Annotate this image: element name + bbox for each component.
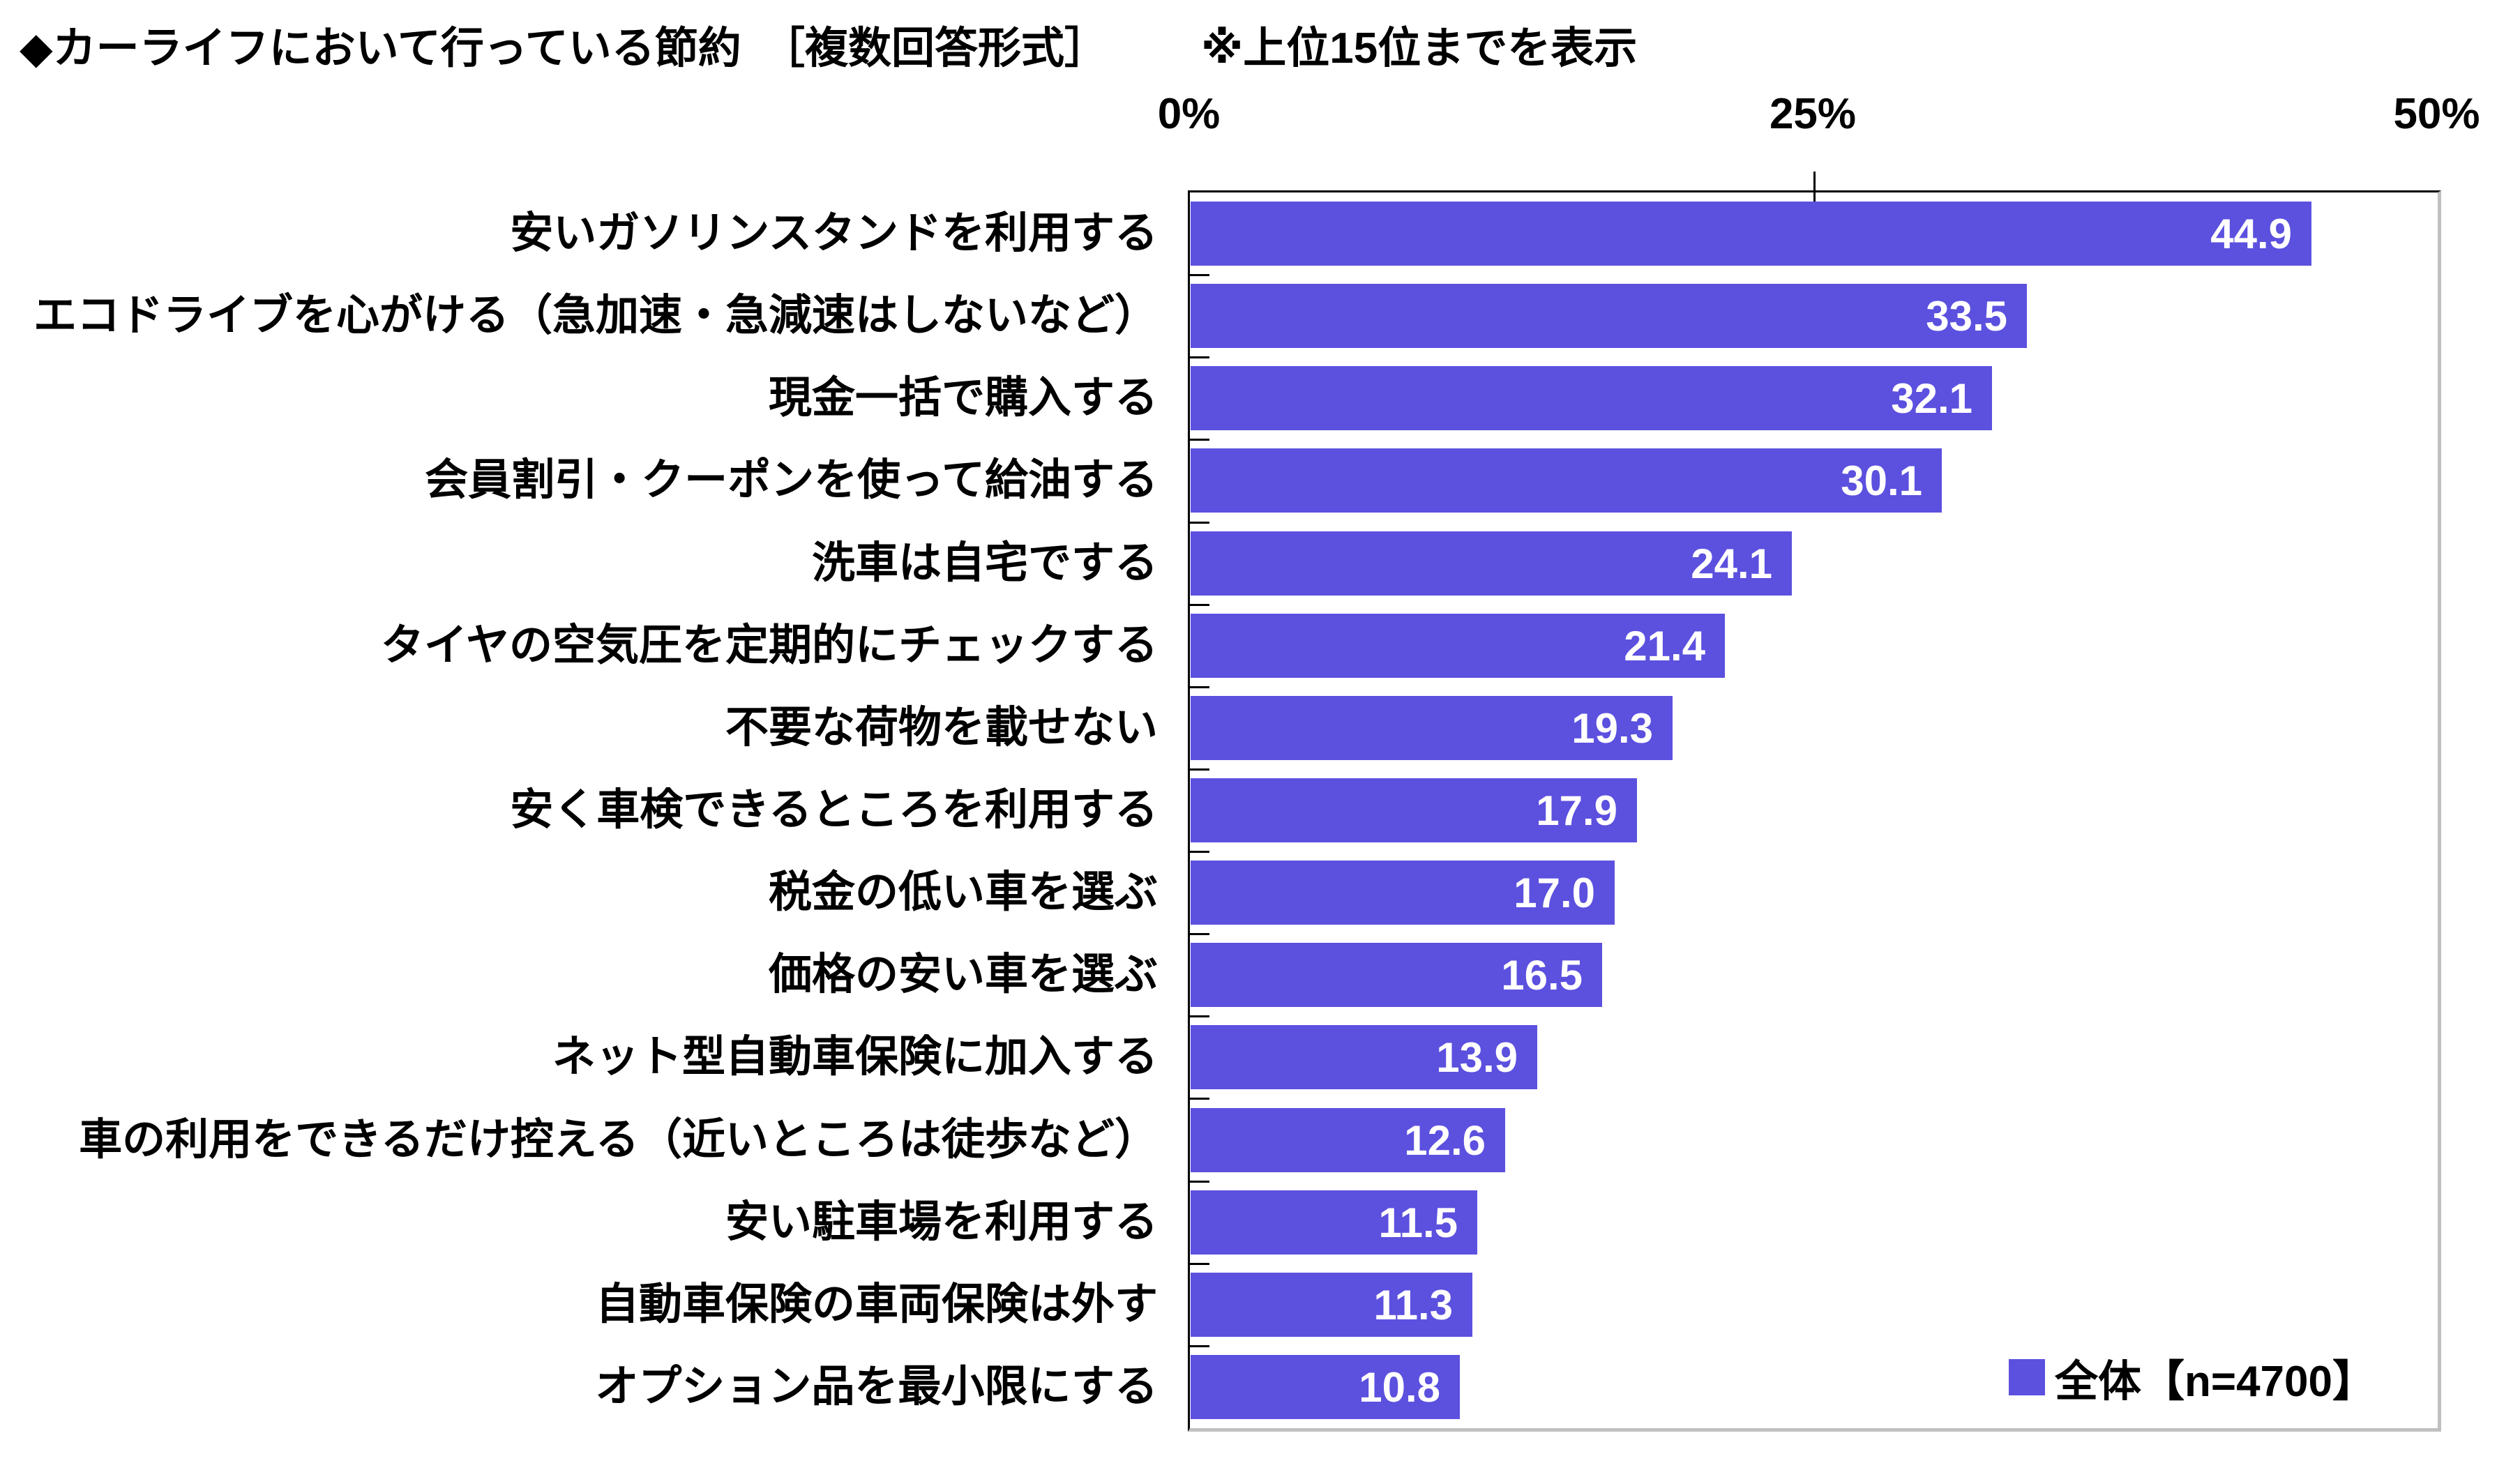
category-axis-tick bbox=[1190, 274, 1209, 276]
category-label: 不要な荷物を載せない bbox=[725, 704, 1158, 752]
bar-value-label: 16.5 bbox=[1501, 951, 1583, 999]
plot-area: 44.9 33.5 32.1 30.1 24.1 21.4 19.3 17.9 17.0 16.5… bbox=[1188, 172, 2441, 1432]
category-axis: 安いガソリンスタンドを利用するエコドライブを心がける（急加速・急減速はしないなど… bbox=[0, 192, 1158, 1428]
bar: 11.5 bbox=[1191, 1190, 1477, 1255]
bar-value-label: 33.5 bbox=[1926, 292, 2007, 340]
bar: 33.5 bbox=[1191, 284, 2027, 348]
bar-value-label: 13.9 bbox=[1436, 1033, 1518, 1081]
category-label: 安く車検できるところを利用する bbox=[510, 786, 1158, 834]
category-label: 会員割引・クーポンを使って給油する bbox=[425, 456, 1158, 504]
category-axis-tick bbox=[1190, 522, 1209, 524]
category-label: 価格の安い車を選ぶ bbox=[768, 950, 1158, 999]
chart-title-format-note: ［複数回答形式］ bbox=[762, 24, 1108, 73]
legend: 全体【n=4700】 bbox=[2009, 1346, 2376, 1409]
legend-label: 全体【n=4700】 bbox=[2055, 1358, 2376, 1406]
bar: 11.3 bbox=[1191, 1273, 1472, 1337]
bar: 12.6 bbox=[1191, 1108, 1505, 1172]
category-label: ネット型自動車保険に加入する bbox=[552, 1033, 1158, 1081]
bar-value-label: 17.0 bbox=[1514, 869, 1595, 916]
category-label: 安いガソリンスタンドを利用する bbox=[510, 209, 1158, 257]
category-axis-tick bbox=[1190, 356, 1209, 358]
bar: 44.9 bbox=[1191, 202, 2311, 266]
category-axis-tick bbox=[1190, 851, 1209, 853]
bar: 13.9 bbox=[1191, 1025, 1537, 1089]
category-axis-tick bbox=[1190, 768, 1209, 771]
x-axis-tick-label: 50% bbox=[2393, 90, 2480, 138]
category-axis-tick bbox=[1190, 686, 1209, 688]
bar: 19.3 bbox=[1191, 696, 1673, 760]
bar: 10.8 bbox=[1191, 1355, 1460, 1419]
category-axis-tick bbox=[1190, 1345, 1209, 1347]
category-label: 洗車は自宅でする bbox=[811, 539, 1158, 587]
category-axis-tick bbox=[1190, 1263, 1209, 1265]
bar-value-label: 17.9 bbox=[1536, 787, 1617, 834]
bar-value-label: 21.4 bbox=[1624, 622, 1705, 669]
category-axis-tick bbox=[1190, 439, 1209, 441]
bar: 21.4 bbox=[1191, 614, 1725, 678]
bar-value-label: 11.5 bbox=[1378, 1199, 1458, 1246]
category-label: オプション品を最小限にする bbox=[595, 1363, 1158, 1411]
category-label: タイヤの空気圧を定期的にチェックする bbox=[380, 621, 1158, 669]
bar-value-label: 44.9 bbox=[2210, 210, 2292, 257]
bar-value-label: 24.1 bbox=[1691, 540, 1772, 587]
category-label: 自動車保険の車両保険は外す bbox=[595, 1280, 1158, 1328]
category-axis-tick bbox=[1190, 933, 1209, 935]
category-label: 安い駐車場を利用する bbox=[725, 1198, 1158, 1246]
bar-value-label: 30.1 bbox=[1841, 457, 1922, 504]
bar: 17.9 bbox=[1191, 778, 1637, 842]
x-axis-mid-tick bbox=[1813, 172, 1816, 213]
category-label: 現金一括で購入する bbox=[768, 374, 1158, 422]
bar: 17.0 bbox=[1191, 861, 1615, 925]
bar: 16.5 bbox=[1191, 943, 1602, 1007]
bar-value-label: 12.6 bbox=[1404, 1116, 1486, 1164]
bar-value-label: 10.8 bbox=[1359, 1363, 1440, 1411]
chart-title-display-note: ※上位15位までを表示 bbox=[1201, 24, 1638, 73]
category-label: 税金の低い車を選ぶ bbox=[768, 868, 1158, 916]
category-axis-tick bbox=[1190, 1181, 1209, 1183]
category-label: エコドライブを心がける（急加速・急減速はしないなど） bbox=[33, 291, 1158, 340]
bar-value-label: 32.1 bbox=[1891, 374, 1972, 422]
category-axis-tick bbox=[1190, 604, 1209, 606]
bar: 30.1 bbox=[1191, 448, 1942, 513]
legend-swatch bbox=[2009, 1359, 2045, 1395]
category-axis-tick bbox=[1190, 1015, 1209, 1017]
bar: 24.1 bbox=[1191, 531, 1792, 596]
bar-value-label: 11.3 bbox=[1373, 1281, 1453, 1328]
chart-title: ◆カーライフにおいて行っている節約 bbox=[20, 24, 741, 73]
category-axis-tick bbox=[1190, 1098, 1209, 1100]
x-axis-tick-label: 0% bbox=[1157, 90, 1221, 138]
category-label: 車の利用をできるだけ控える（近いところは徒歩など） bbox=[79, 1116, 1158, 1164]
x-axis-tick-label: 25% bbox=[1769, 90, 1857, 138]
bar: 32.1 bbox=[1191, 366, 1992, 430]
bar-value-label: 19.3 bbox=[1571, 704, 1653, 752]
